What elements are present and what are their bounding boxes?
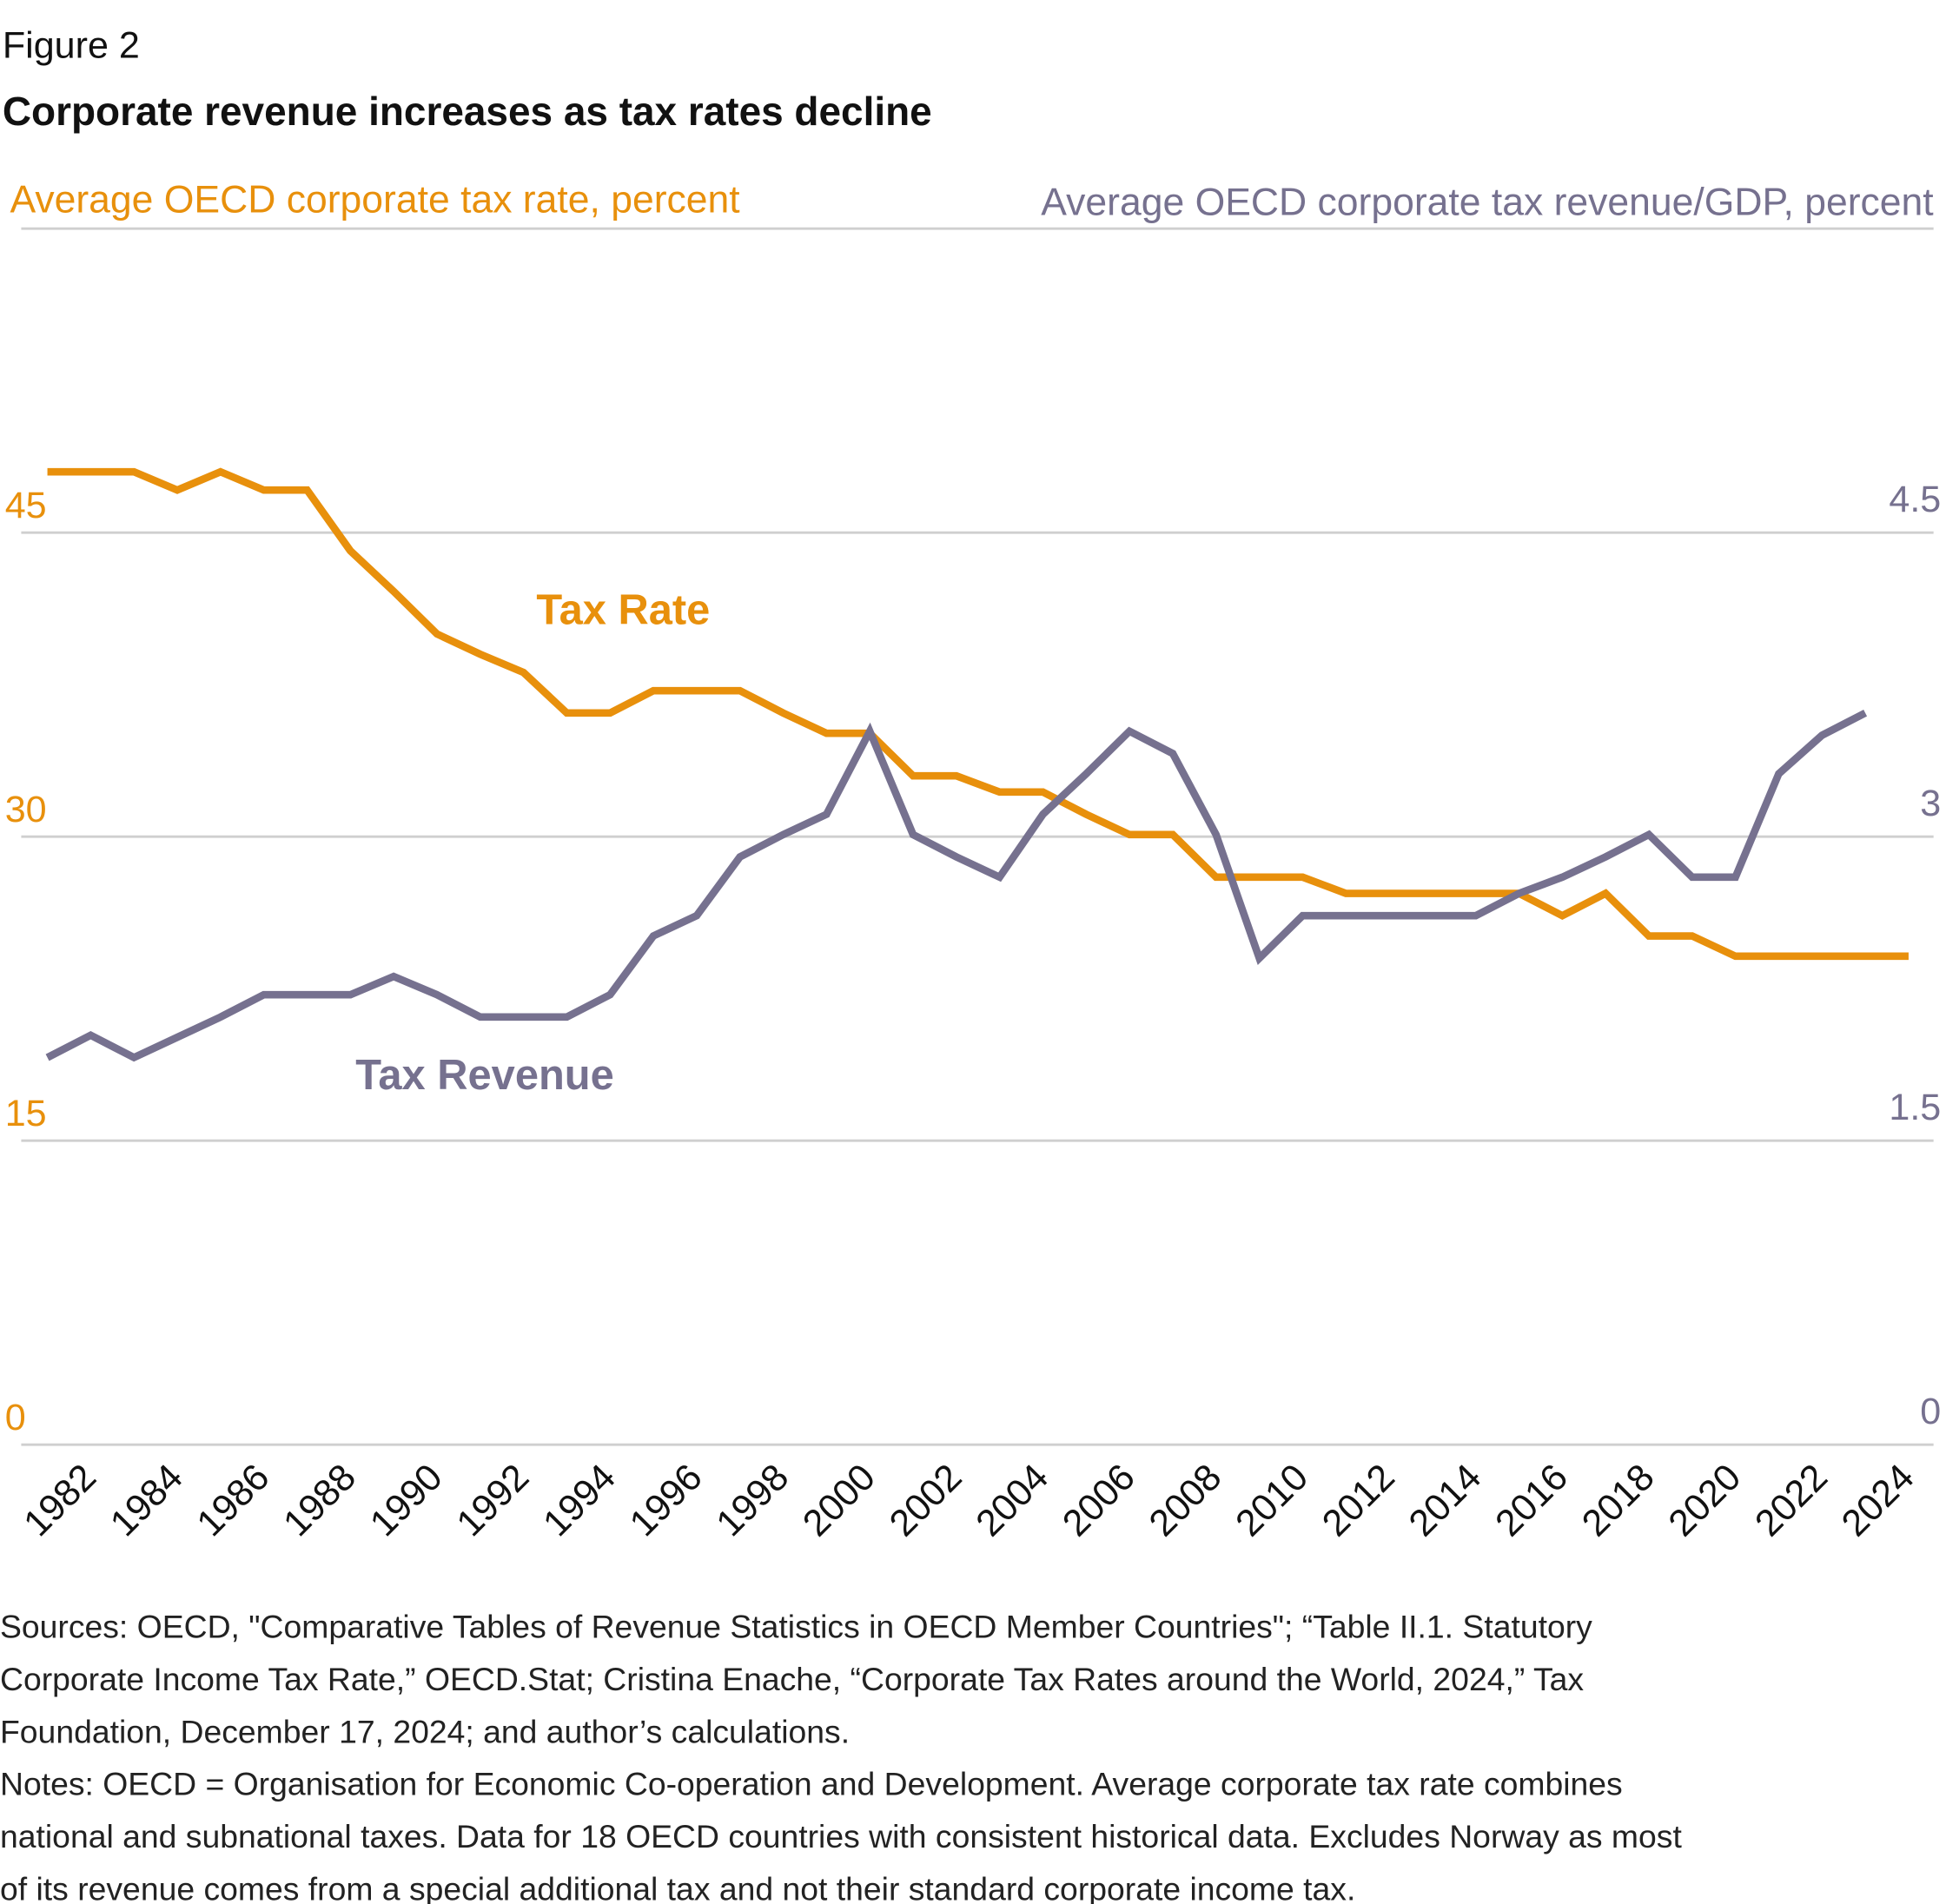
y2-axis-title: Average OECD corporate tax revenue/GDP, … <box>1041 181 1934 223</box>
x-tick-label: 1990 <box>362 1457 451 1545</box>
series-label: Tax Revenue <box>355 1052 614 1099</box>
x-tick-label: 2022 <box>1747 1457 1836 1545</box>
footnote: Notes: OECD = Organisation for Economic … <box>0 1766 1623 1802</box>
x-tick-label: 1998 <box>709 1457 798 1545</box>
y2-tick-label: 4.5 <box>1889 479 1941 520</box>
y-tick-label: 30 <box>5 789 47 830</box>
footnote: Corporate Income Tax Rate,” OECD.Stat; C… <box>0 1661 1584 1697</box>
x-tick-label: 2010 <box>1228 1457 1316 1545</box>
x-tick-label: 1994 <box>535 1457 624 1545</box>
x-tick-label: 2008 <box>1142 1457 1230 1545</box>
x-tick-label: 1992 <box>449 1457 538 1545</box>
x-tick-label: 1984 <box>103 1457 191 1545</box>
x-tick-label: 1986 <box>189 1457 278 1545</box>
y2-tick-label: 3 <box>1920 783 1941 824</box>
y-tick-label: 45 <box>5 485 47 526</box>
x-tick-label: 2000 <box>795 1457 884 1545</box>
x-tick-label: 2018 <box>1574 1457 1663 1545</box>
y-tick-label: 0 <box>5 1397 26 1438</box>
footnote: Sources: OECD, "Comparative Tables of Re… <box>0 1609 1592 1645</box>
x-tick-label: 2024 <box>1834 1457 1923 1545</box>
figure-label: Figure 2 <box>3 24 140 66</box>
chart-title: Corporate revenue increases as tax rates… <box>3 89 932 134</box>
x-tick-label: 2016 <box>1487 1457 1576 1545</box>
footnote: of its revenue comes from a special addi… <box>0 1870 1355 1904</box>
y2-tick-label: 0 <box>1920 1391 1941 1432</box>
y-tick-label: 15 <box>5 1093 47 1134</box>
y2-tick-label: 1.5 <box>1889 1087 1941 1128</box>
footnote: Foundation, December 17, 2024; and autho… <box>0 1713 850 1749</box>
x-tick-label: 1988 <box>275 1457 364 1545</box>
footnote: national and subnational taxes. Data for… <box>0 1818 1682 1854</box>
x-tick-label: 2012 <box>1314 1457 1403 1545</box>
x-tick-label: 1996 <box>622 1457 711 1545</box>
x-tick-label: 2006 <box>1055 1457 1143 1545</box>
y-axis-title: Average OECD corporate tax rate, percent <box>10 179 740 221</box>
x-tick-label: 2014 <box>1401 1457 1490 1545</box>
x-tick-label: 2004 <box>968 1457 1056 1545</box>
series-line <box>45 710 1868 1062</box>
series-line <box>47 467 1909 961</box>
x-tick-label: 2020 <box>1661 1457 1750 1545</box>
x-tick-label: 1982 <box>16 1457 104 1545</box>
x-tick-label: 2002 <box>882 1457 970 1545</box>
series-label: Tax Rate <box>536 586 710 633</box>
